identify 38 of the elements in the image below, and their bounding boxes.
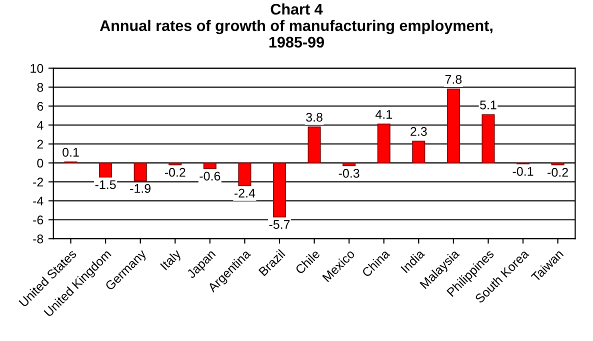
bar (412, 140, 426, 164)
y-tick-label: 8 (37, 82, 44, 92)
data-label: -2.4 (234, 188, 256, 198)
bar (134, 162, 147, 182)
data-label: -0.2 (164, 168, 186, 177)
y-tick-label: 4 (36, 120, 44, 130)
data-label: -1.9 (130, 184, 151, 193)
data-label: -1.5 (95, 180, 116, 190)
data-label: -0.1 (512, 166, 534, 176)
y-tick-label: 0 (37, 158, 44, 168)
data-label: 4.1 (375, 110, 392, 119)
y-tick-label: -6 (33, 216, 44, 224)
bar (377, 124, 390, 164)
data-label: -5.7 (269, 220, 290, 229)
bar (203, 162, 216, 170)
y-tick-label: 2 (37, 140, 44, 149)
x-tick-label: Italy (160, 248, 184, 272)
bar (99, 162, 112, 178)
data-label: -0.3 (338, 168, 360, 178)
data-label: -0.2 (548, 168, 568, 177)
data-label: -0.6 (200, 172, 220, 181)
data-label: 0.1 (62, 148, 79, 157)
bar (482, 114, 495, 164)
chart-title: Chart 4 Annual rates of growth of manufacturing employment, 1985-99 (100, 3, 492, 48)
bar (308, 126, 321, 164)
data-label: 7.8 (445, 74, 462, 84)
data-label: 3.8 (306, 112, 322, 122)
y-tick-label: 10 (30, 64, 44, 73)
bar (238, 162, 252, 186)
bar (446, 88, 460, 164)
bar (342, 162, 356, 166)
bar (272, 162, 286, 218)
y-tick-label: -4 (33, 196, 44, 206)
y-tick-label: 6 (37, 102, 44, 111)
y-tick-label: -8 (33, 234, 44, 244)
data-label: 5.1 (480, 100, 496, 110)
data-label: 2.3 (410, 127, 427, 136)
y-tick-label: -2 (33, 178, 44, 186)
